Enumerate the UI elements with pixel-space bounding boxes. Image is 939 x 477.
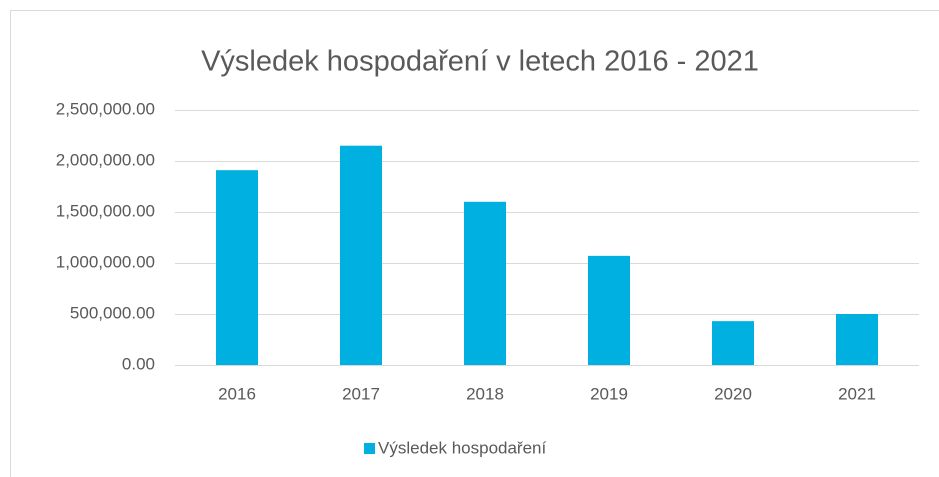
y-tick-label: 0.00 (122, 354, 155, 373)
bar (216, 170, 258, 365)
y-tick-label: 500,000.00 (70, 303, 155, 322)
x-tick-label: 2016 (218, 384, 256, 403)
x-tick-label: 2017 (342, 384, 380, 403)
legend-swatch (364, 443, 375, 454)
x-tick-label: 2019 (590, 384, 628, 403)
y-tick-label: 1,500,000.00 (56, 201, 155, 220)
bar (836, 314, 878, 365)
chart-title: Výsledek hospodaření v letech 2016 - 202… (201, 46, 759, 78)
chart-frame (10, 10, 939, 477)
y-tick-label: 2,000,000.00 (56, 150, 155, 169)
x-tick-label: 2020 (714, 384, 752, 403)
y-tick-label: 2,500,000.00 (56, 99, 155, 118)
legend-label: Výsledek hospodaření (378, 438, 547, 457)
bar (588, 255, 630, 365)
x-tick-label: 2021 (838, 384, 876, 403)
bar (340, 145, 382, 365)
bar (464, 201, 506, 365)
y-tick-label: 1,000,000.00 (56, 252, 155, 271)
bar (712, 321, 754, 365)
x-tick-label: 2018 (466, 384, 504, 403)
